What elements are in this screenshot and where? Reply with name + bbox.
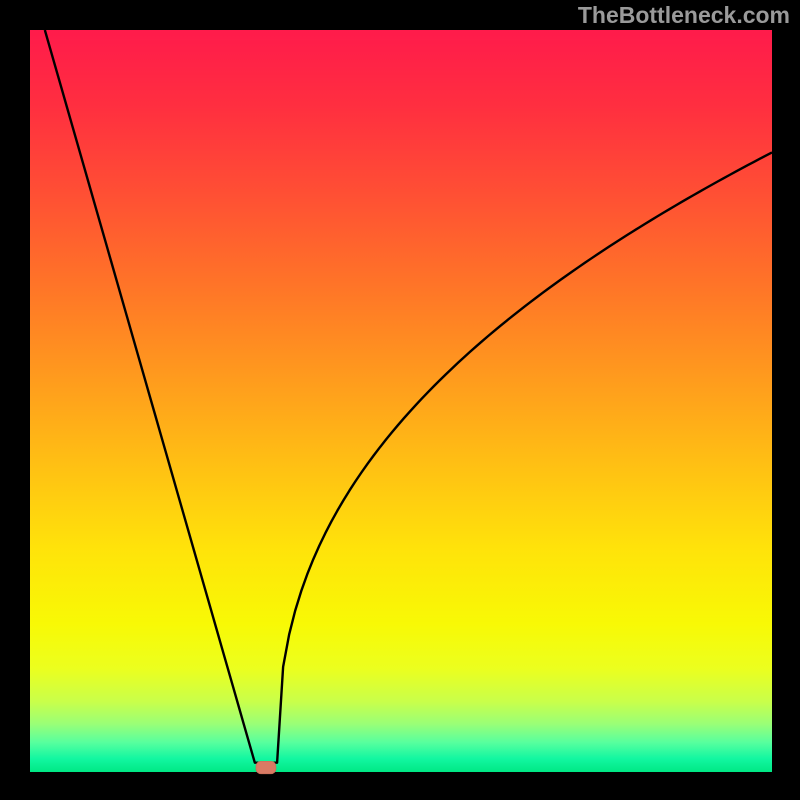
bottleneck-plot <box>0 0 800 800</box>
watermark-text: TheBottleneck.com <box>578 2 790 29</box>
optimum-marker <box>256 761 276 774</box>
plot-background <box>30 30 772 772</box>
chart-stage: TheBottleneck.com <box>0 0 800 800</box>
